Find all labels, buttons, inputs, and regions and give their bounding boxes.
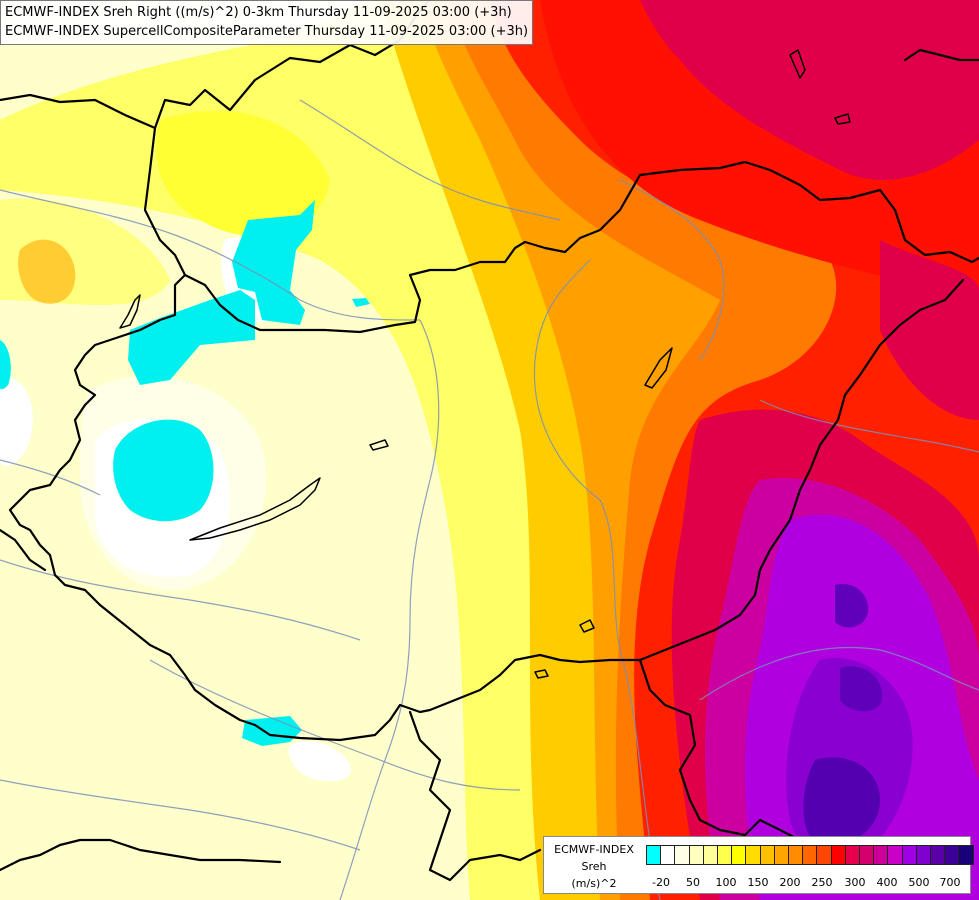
river-line [0,779,361,851]
sreh-fill-cyan-6 [352,298,370,307]
sreh-fill-crimson-east [880,240,979,420]
legend-tick-label: 50 [686,876,700,889]
border-line [0,528,47,572]
sreh-fill-yellow [0,0,580,900]
legend-tick-label: 500 [908,876,930,889]
river-line [339,319,440,900]
border-line [903,48,979,62]
border-line [8,273,965,742]
legend-tick-label: 100 [715,876,737,889]
lake-outline [789,49,806,79]
lake-outline [119,294,141,329]
border-line [408,710,542,882]
sreh-fill-yellow-north [156,110,330,237]
legend-swatch [873,845,889,865]
legend-swatch [802,845,818,865]
legend-swatch [773,845,789,865]
legend-swatch [646,845,662,865]
legend-swatch [944,845,960,865]
sreh-fill-white-west [0,378,33,466]
legend-swatch [915,845,931,865]
sreh-fill-deep-purple-3 [803,757,880,846]
legend-tick-label: 150 [747,876,769,889]
sreh-fill-cyan-2 [232,200,315,325]
legend-swatch [859,845,875,865]
lake-outline [534,669,549,679]
river-line [533,259,661,900]
river-line [699,646,979,701]
legend-variable: Sreh [581,860,607,873]
legend-swatch [844,845,860,865]
sreh-fill-cyan-5 [242,716,302,746]
sreh-fill-deep-purple-2 [840,666,883,712]
sreh-fill-orange-blob-west [18,239,76,304]
legend-swatch [674,845,690,865]
river-line [0,459,101,496]
legend-swatch [901,845,917,865]
legend-swatch [688,845,704,865]
river-lines [0,99,979,900]
legend-swatch [731,845,747,865]
legend-tick-label: 400 [876,876,898,889]
map-title-line-2: ECMWF-INDEX SupercellCompositeParameter … [5,24,529,39]
river-line [0,189,421,321]
legend-swatch [887,845,903,865]
border-line [143,126,979,334]
sreh-fill-deep-purple [835,584,869,628]
river-line [759,399,979,453]
legend-swatch [660,845,676,865]
sreh-fill-cyan-1 [113,419,214,522]
legend-tick-label: -20 [652,876,670,889]
sreh-fill-crimson-north [640,0,979,180]
river-line [619,179,725,361]
lake-outline [369,439,389,451]
border-line [0,0,432,130]
legend-swatch [717,845,733,865]
lake-outline [189,477,321,541]
legend-tick-label: 300 [844,876,866,889]
legend-tick-label: 250 [811,876,833,889]
legend-swatch [702,845,718,865]
legend-unit: (m/s)^2 [571,877,617,890]
legend-swatch [958,845,974,865]
map-title-line-1: ECMWF-INDEX Sreh Right ((m/s)^2) 0-3km T… [5,5,512,20]
legend-tick-label: 700 [939,876,961,889]
river-line [299,99,561,221]
legend-swatch [788,845,804,865]
legend-title: ECMWF-INDEX [554,843,634,856]
sreh-fill-cyan-3 [128,290,255,385]
color-legend: ECMWF-INDEX Sreh (m/s)^2 -20 50 100 150 200 2… [543,836,974,894]
lake-outline [579,619,595,633]
lake-outline [834,113,851,125]
river-line [149,659,521,791]
sreh-fill-white-south [288,741,351,782]
legend-swatch [930,845,946,865]
sreh-fill-cyan-4 [0,340,11,390]
lake-outline [644,347,673,389]
border-line [638,658,802,842]
legend-swatch [816,845,832,865]
legend-swatch [745,845,761,865]
map-title-box: ECMWF-INDEX Sreh Right ((m/s)^2) 0-3km T… [0,0,534,45]
legend-swatch [830,845,846,865]
border-line [0,838,282,872]
legend-swatch [759,845,775,865]
legend-tick-label: 200 [779,876,801,889]
